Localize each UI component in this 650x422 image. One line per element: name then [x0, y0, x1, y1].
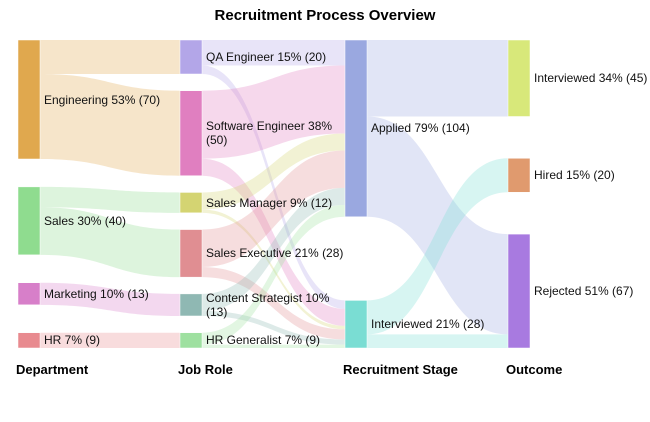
column-label: Department [16, 362, 89, 377]
link [202, 266, 345, 340]
column-label: Outcome [506, 362, 563, 377]
link [40, 186, 180, 213]
column-label: Job Role [178, 362, 233, 377]
column-label: Recruitment Stage [343, 362, 458, 377]
node [507, 233, 531, 349]
link [202, 310, 345, 345]
link [202, 65, 345, 309]
link [202, 40, 345, 66]
node [344, 39, 368, 218]
link [202, 204, 345, 345]
link [202, 133, 345, 210]
link [367, 116, 508, 335]
link [40, 332, 180, 348]
node-label: Marketing 10% (13) [44, 286, 149, 301]
node-label: Applied 79% (104) [371, 121, 470, 136]
node-label: HR 7% (9) [44, 333, 101, 348]
node [507, 158, 531, 193]
node [179, 90, 203, 176]
node [17, 186, 41, 256]
node-label: Sales Manager 9% (12) [206, 195, 333, 210]
link [40, 40, 180, 74]
node-label: Interviewed 21% (28) [371, 317, 485, 332]
node [179, 229, 203, 278]
chart-title: Recruitment Process Overview [214, 7, 436, 24]
node [179, 39, 203, 75]
node [17, 332, 41, 349]
node-label: Hired 15% (20) [534, 168, 615, 183]
node [179, 332, 203, 349]
link [367, 334, 508, 348]
node [344, 300, 368, 349]
node-label: Content Strategist 10% (13) [206, 290, 330, 319]
link [202, 150, 345, 267]
node-label: Sales Executive 21% (28) [206, 246, 344, 261]
node-label: Interviewed 34% (45) [534, 71, 648, 86]
node-label: QA Engineer 15% (20) [206, 50, 327, 64]
link [367, 40, 508, 117]
link [202, 209, 345, 330]
link [202, 158, 345, 326]
node-label: HR Generalist 7% (9) [206, 333, 321, 348]
node [507, 39, 531, 117]
node [17, 282, 41, 306]
node [179, 192, 203, 214]
link [40, 207, 180, 278]
link [202, 65, 345, 159]
link [40, 74, 180, 176]
link [202, 344, 345, 348]
node-label: Rejected 51% (67) [534, 284, 634, 299]
node [179, 293, 203, 317]
node-label: Sales 30% (40) [44, 213, 127, 228]
node-label: Engineering 53% (70) [44, 92, 161, 107]
node [17, 39, 41, 160]
node-label: Software Engineer 38% (50) [206, 119, 333, 148]
link [202, 187, 345, 311]
link [367, 158, 508, 335]
link [40, 282, 180, 316]
